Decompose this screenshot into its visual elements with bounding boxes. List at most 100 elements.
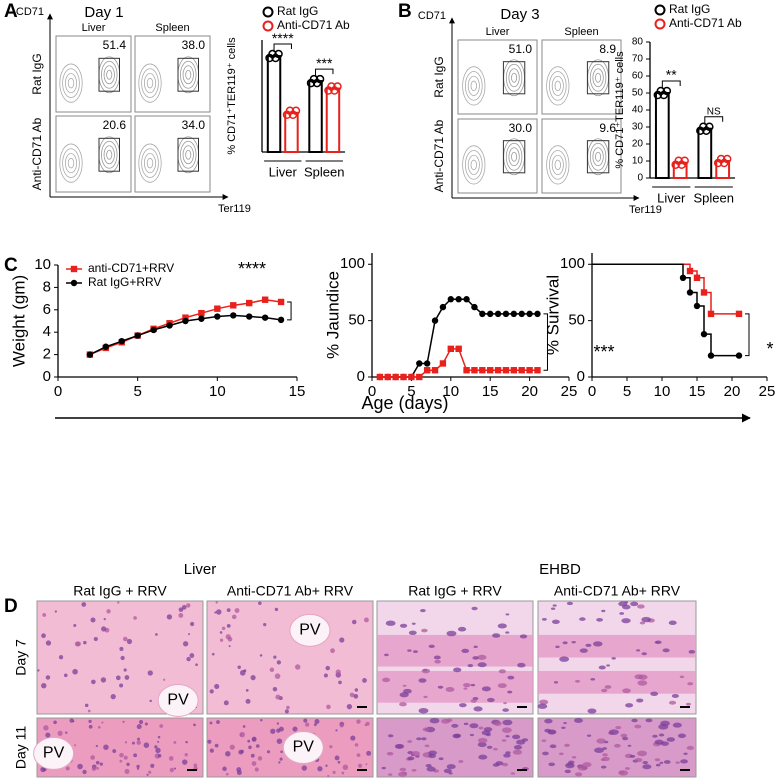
nucleus: [463, 683, 471, 688]
nucleus: [221, 626, 226, 631]
nucleus: [503, 753, 511, 758]
nucleus: [566, 601, 574, 606]
data-point: [510, 310, 518, 318]
data-point: [707, 352, 715, 359]
nucleus: [565, 762, 575, 769]
nucleus: [577, 765, 588, 771]
nucleus: [492, 763, 500, 767]
nucleus: [124, 741, 128, 744]
data-point: [447, 296, 454, 303]
nucleus: [284, 709, 289, 714]
data-point: [502, 367, 510, 374]
nucleus: [123, 755, 128, 760]
nucleus: [394, 743, 404, 749]
nucleus: [507, 690, 513, 694]
nucleus: [209, 689, 214, 694]
y-tick-label: 8: [43, 278, 51, 295]
nucleus: [399, 623, 408, 628]
nucleus: [231, 614, 237, 620]
nucleus: [622, 688, 631, 694]
nucleus: [101, 721, 104, 724]
nucleus: [443, 768, 452, 774]
nucleus: [91, 766, 97, 771]
nucleus: [568, 760, 575, 765]
sig-bracket: [661, 80, 681, 89]
data-point: [182, 317, 189, 325]
nucleus: [82, 769, 87, 775]
bar: [266, 55, 282, 153]
data-point: [423, 367, 431, 374]
x-tick-label: Liver: [269, 164, 298, 179]
nucleus: [215, 601, 218, 604]
nucleus: [425, 763, 432, 768]
replicate-dot: [722, 154, 732, 164]
y-tick-label: 100: [340, 255, 365, 272]
contour: [467, 75, 480, 96]
nucleus: [548, 762, 555, 767]
nucleus: [650, 691, 659, 697]
nucleus: [630, 601, 639, 607]
nucleus: [276, 728, 281, 733]
data-point: [534, 310, 541, 318]
nucleus: [119, 646, 124, 651]
data-point: [439, 360, 447, 367]
nucleus: [433, 655, 441, 660]
nucleus: [87, 709, 91, 713]
nucleus: [335, 669, 341, 675]
nucleus: [477, 737, 488, 744]
contour: [103, 145, 115, 165]
nucleus: [43, 725, 49, 731]
data-point: [735, 352, 743, 359]
nucleus: [96, 766, 99, 770]
sig-bracket: [704, 116, 724, 125]
nucleus: [97, 725, 101, 729]
vessel-lumen: [282, 731, 324, 764]
nucleus: [280, 750, 283, 754]
data-point: [416, 373, 423, 381]
data-point: [534, 367, 541, 374]
nucleus: [668, 700, 677, 705]
nucleus: [552, 604, 557, 607]
contour: [508, 68, 520, 88]
bar: [672, 161, 688, 179]
row-label: Rat IgG: [30, 53, 44, 94]
gate-value: 51.4: [103, 38, 127, 52]
nucleus: [407, 740, 413, 743]
nucleus: [485, 733, 491, 737]
y-axis-label: CD71: [16, 6, 44, 18]
nucleus: [641, 652, 647, 656]
nucleus: [585, 643, 592, 648]
nucleus: [381, 766, 386, 770]
nucleus: [178, 613, 184, 618]
bar: [697, 127, 713, 179]
data-point: [261, 296, 269, 303]
nucleus: [586, 734, 592, 737]
contour: [62, 68, 80, 98]
sig-label: ***: [593, 342, 614, 362]
data-point: [182, 314, 189, 321]
nucleus: [561, 726, 566, 730]
nucleus: [598, 665, 606, 670]
nucleus: [654, 739, 664, 745]
nucleus: [654, 758, 661, 762]
nucleus: [332, 770, 336, 774]
nucleus: [636, 649, 641, 652]
contour: [462, 66, 486, 106]
data-point: [693, 274, 701, 281]
panel-label: B: [398, 1, 412, 22]
nucleus: [542, 751, 549, 756]
data-point: [479, 310, 486, 318]
y-axis-label: Weight (gm): [9, 275, 28, 367]
contour: [511, 151, 518, 162]
nucleus: [618, 770, 625, 774]
nucleus: [446, 718, 453, 722]
nucleus: [627, 744, 632, 747]
nucleus: [195, 663, 198, 667]
nucleus: [497, 683, 507, 689]
nucleus: [637, 750, 648, 757]
y-axis-label: % Jaundice: [323, 271, 342, 359]
data-point: [416, 360, 423, 367]
group-title: Liver: [184, 561, 217, 578]
nucleus: [225, 751, 231, 757]
y-tick-label: 30: [632, 122, 644, 133]
